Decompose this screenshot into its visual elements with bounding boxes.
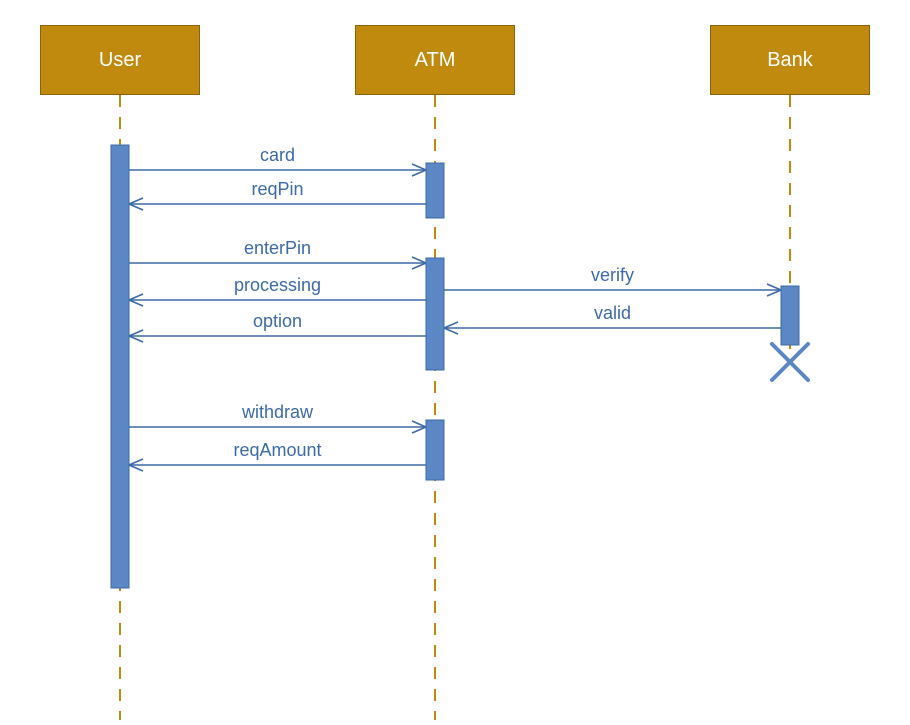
participant-user-label: User bbox=[99, 49, 141, 72]
participant-bank-label: Bank bbox=[767, 49, 813, 72]
participant-bank-box: Bank bbox=[710, 25, 870, 95]
sequence-diagram: User ATM Bank card reqPin enterPin proce… bbox=[0, 0, 910, 725]
diagram-svg bbox=[0, 0, 910, 725]
msg-label-verify: verify bbox=[543, 265, 683, 286]
participant-atm-box: ATM bbox=[355, 25, 515, 95]
participant-user-box: User bbox=[40, 25, 200, 95]
msg-label-withdraw: withdraw bbox=[208, 402, 348, 423]
participant-atm-label: ATM bbox=[415, 49, 456, 72]
msg-label-card: card bbox=[208, 145, 348, 166]
msg-label-option: option bbox=[208, 311, 348, 332]
msg-label-reqamount: reqAmount bbox=[208, 440, 348, 461]
msg-label-enterpin: enterPin bbox=[208, 238, 348, 259]
msg-label-processing: processing bbox=[208, 275, 348, 296]
msg-label-valid: valid bbox=[543, 303, 683, 324]
msg-label-reqpin: reqPin bbox=[208, 179, 348, 200]
